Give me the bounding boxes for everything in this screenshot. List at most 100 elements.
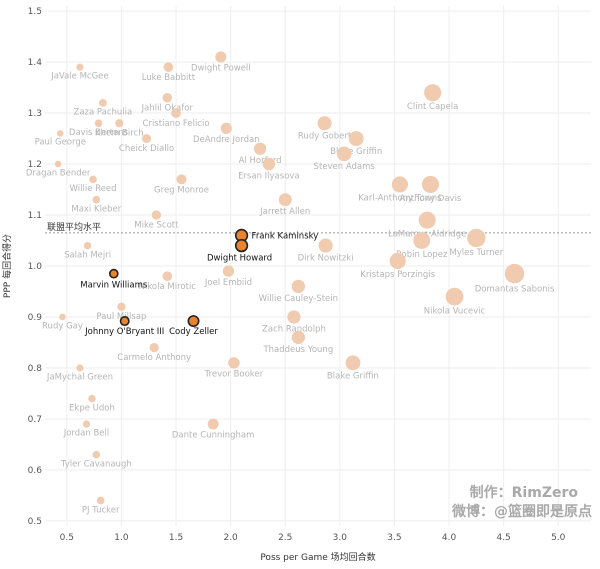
player-label: Steven Adams bbox=[314, 162, 376, 172]
y-tick-label: 1.4 bbox=[28, 58, 43, 68]
y-tick-label: 1.5 bbox=[28, 7, 42, 17]
player-point bbox=[96, 496, 105, 505]
player-point bbox=[176, 174, 187, 185]
player-point bbox=[92, 195, 101, 204]
player-point bbox=[82, 420, 91, 428]
player-point bbox=[92, 450, 101, 459]
player-label: Maxi Kleber bbox=[71, 205, 121, 215]
player-label: Greg Monroe bbox=[154, 185, 209, 195]
player-point bbox=[318, 238, 333, 253]
player-label: Willie Reed bbox=[70, 184, 117, 194]
player-label: DeAndre Jordan bbox=[193, 135, 260, 145]
grid-layer bbox=[45, 6, 591, 526]
player-label: Cheick Diallo bbox=[119, 144, 174, 154]
player-point bbox=[389, 252, 406, 269]
player-point bbox=[59, 313, 66, 321]
player-label: Khem Birch bbox=[95, 128, 144, 138]
player-label: Paul Millsap bbox=[97, 312, 147, 322]
player-point bbox=[171, 108, 181, 118]
axes-layer: 0.5 1.0 1.5 2.0 2.5 3.0 3.5 4.0 4.5 5.0 0.5 0.6 0.7 0… bbox=[28, 7, 566, 543]
player-point bbox=[98, 98, 107, 107]
player-label: Dragan Bender bbox=[26, 168, 91, 178]
player-label: Jordan Bell bbox=[63, 429, 110, 439]
highlight-label: Cody Zeller bbox=[169, 327, 218, 337]
player-point bbox=[413, 232, 431, 249]
player-point bbox=[467, 228, 486, 248]
player-point bbox=[228, 357, 240, 369]
y-tick-label: 1.2 bbox=[28, 160, 42, 170]
player-point bbox=[83, 241, 92, 250]
y-tick-label: 0.8 bbox=[28, 364, 43, 374]
player-label: Paul George bbox=[35, 138, 86, 148]
highlight-label: Marvin Williams bbox=[80, 281, 148, 291]
player-label: Thaddeus Young bbox=[262, 345, 333, 355]
y-tick-label: 0.6 bbox=[28, 466, 43, 476]
x-tick-label: 1.0 bbox=[114, 533, 129, 543]
player-point bbox=[504, 263, 525, 284]
player-point bbox=[151, 210, 162, 220]
y-tick-label: 0.9 bbox=[28, 313, 43, 323]
y-tick-label: 0.7 bbox=[28, 415, 42, 425]
player-label: Jahlil Okafor bbox=[141, 104, 194, 114]
player-label: Mike Scott bbox=[134, 221, 179, 231]
highlight-points: Frank Kaminsky Dwight Howard Marvin Willia… bbox=[80, 228, 319, 337]
player-label: Rudy Gobert bbox=[298, 131, 352, 141]
x-tick-label: 5.0 bbox=[551, 533, 566, 543]
x-axis-title: Poss per Game 场均回合数 bbox=[260, 551, 375, 563]
player-label: Carmelo Anthony bbox=[117, 353, 191, 363]
highlight-point bbox=[234, 238, 249, 253]
player-label: Zach Randolph bbox=[262, 325, 326, 335]
y-tick-label: 1.3 bbox=[28, 109, 42, 119]
player-label: Cristiano Felicio bbox=[143, 119, 210, 129]
player-label: Nikola Vucevic bbox=[424, 306, 486, 316]
y-tick-label: 0.5 bbox=[28, 517, 42, 527]
player-point bbox=[418, 211, 436, 229]
x-tick-label: 2.0 bbox=[223, 533, 238, 543]
player-label: Kristaps Porzingis bbox=[360, 270, 435, 280]
player-label: Myles Turner bbox=[449, 248, 503, 258]
player-label: Willie Cauley-Stein bbox=[259, 294, 338, 304]
y-tick-label: 1.1 bbox=[28, 211, 42, 221]
highlight-point bbox=[108, 268, 119, 279]
x-tick-label: 3.0 bbox=[333, 533, 348, 543]
player-point bbox=[162, 92, 173, 103]
player-label: Ersan Ilyasova bbox=[238, 171, 300, 181]
player-point bbox=[94, 119, 103, 128]
highlight-point bbox=[119, 316, 130, 327]
player-point bbox=[345, 355, 361, 371]
player-label: Blake Griffin bbox=[330, 147, 382, 157]
player-label: Trevor Booker bbox=[204, 370, 264, 380]
player-point bbox=[117, 302, 126, 311]
player-label: Al Horford bbox=[239, 156, 282, 166]
player-point bbox=[424, 84, 442, 102]
player-label: Davis Bertans bbox=[69, 128, 129, 138]
player-label: Zaza Pachulia bbox=[74, 108, 133, 118]
player-label: Ekpe Udoh bbox=[69, 403, 115, 413]
highlight-label: Johnny O'Bryant III bbox=[84, 327, 164, 337]
highlight-label: Frank Kaminsky bbox=[252, 231, 319, 241]
player-point bbox=[163, 62, 174, 72]
player-point bbox=[220, 122, 232, 134]
player-point bbox=[348, 131, 364, 147]
player-point bbox=[421, 175, 440, 193]
player-point bbox=[76, 364, 84, 372]
player-point bbox=[215, 51, 227, 63]
player-label: Nikola Mirotic bbox=[139, 282, 197, 292]
player-label: JaVale McGee bbox=[50, 72, 108, 82]
player-point bbox=[278, 193, 292, 207]
player-point bbox=[162, 271, 173, 281]
x-tick-label: 1.5 bbox=[169, 533, 183, 543]
player-point bbox=[76, 63, 84, 71]
player-label: Blake Griffin bbox=[327, 371, 379, 381]
player-label: Salah Mejri bbox=[64, 250, 111, 260]
player-label: Joel Embiid bbox=[204, 278, 252, 288]
player-label: Rudy Gay bbox=[42, 321, 83, 331]
player-label: Domantas Sabonis bbox=[475, 284, 555, 294]
player-label: Anthony Davis bbox=[400, 194, 462, 204]
player-point bbox=[287, 310, 301, 324]
league-average-label: 联盟平均水平 bbox=[47, 221, 101, 233]
x-tick-label: 3.5 bbox=[387, 533, 401, 543]
